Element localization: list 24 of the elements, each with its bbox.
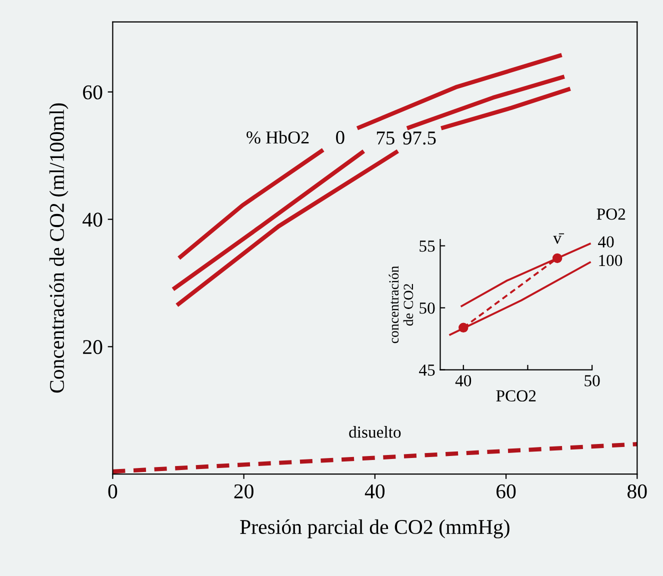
y-axis-title: concentración de CO2 — [388, 266, 414, 344]
x-tick-label: 40 — [364, 484, 385, 498]
annotation: v̄ — [553, 233, 564, 244]
y-tick-label: 60 — [83, 85, 102, 100]
x-tick-label: 80 — [628, 484, 647, 498]
y-tick-label: 50 — [420, 302, 435, 314]
y-tick-label: 20 — [83, 340, 102, 354]
legend-title: % HbO2 — [246, 130, 309, 144]
x-axis-title: PCO2 — [496, 390, 536, 402]
series-label: 100 — [599, 254, 622, 266]
y-axis-title: Concentración de CO2 (ml/100ml) — [49, 103, 68, 393]
x-tick-label: 60 — [496, 484, 516, 498]
x-tick-label: 20 — [234, 484, 254, 498]
series-label: 75 — [376, 132, 394, 145]
series-label: 0 — [336, 130, 344, 144]
series-label: 40 — [598, 236, 614, 248]
y-tick-label: 45 — [419, 364, 435, 376]
series-label: 97.5 — [403, 132, 436, 145]
y-tick-label: 40 — [82, 212, 102, 227]
series-label: disuelto — [349, 426, 401, 438]
x-axis-title: Presión parcial de CO2 (mmHg) — [240, 519, 510, 538]
x-tick-label: 0 — [108, 484, 118, 498]
legend-title: PO2 — [596, 208, 626, 220]
y-tick-label: 55 — [420, 240, 435, 252]
